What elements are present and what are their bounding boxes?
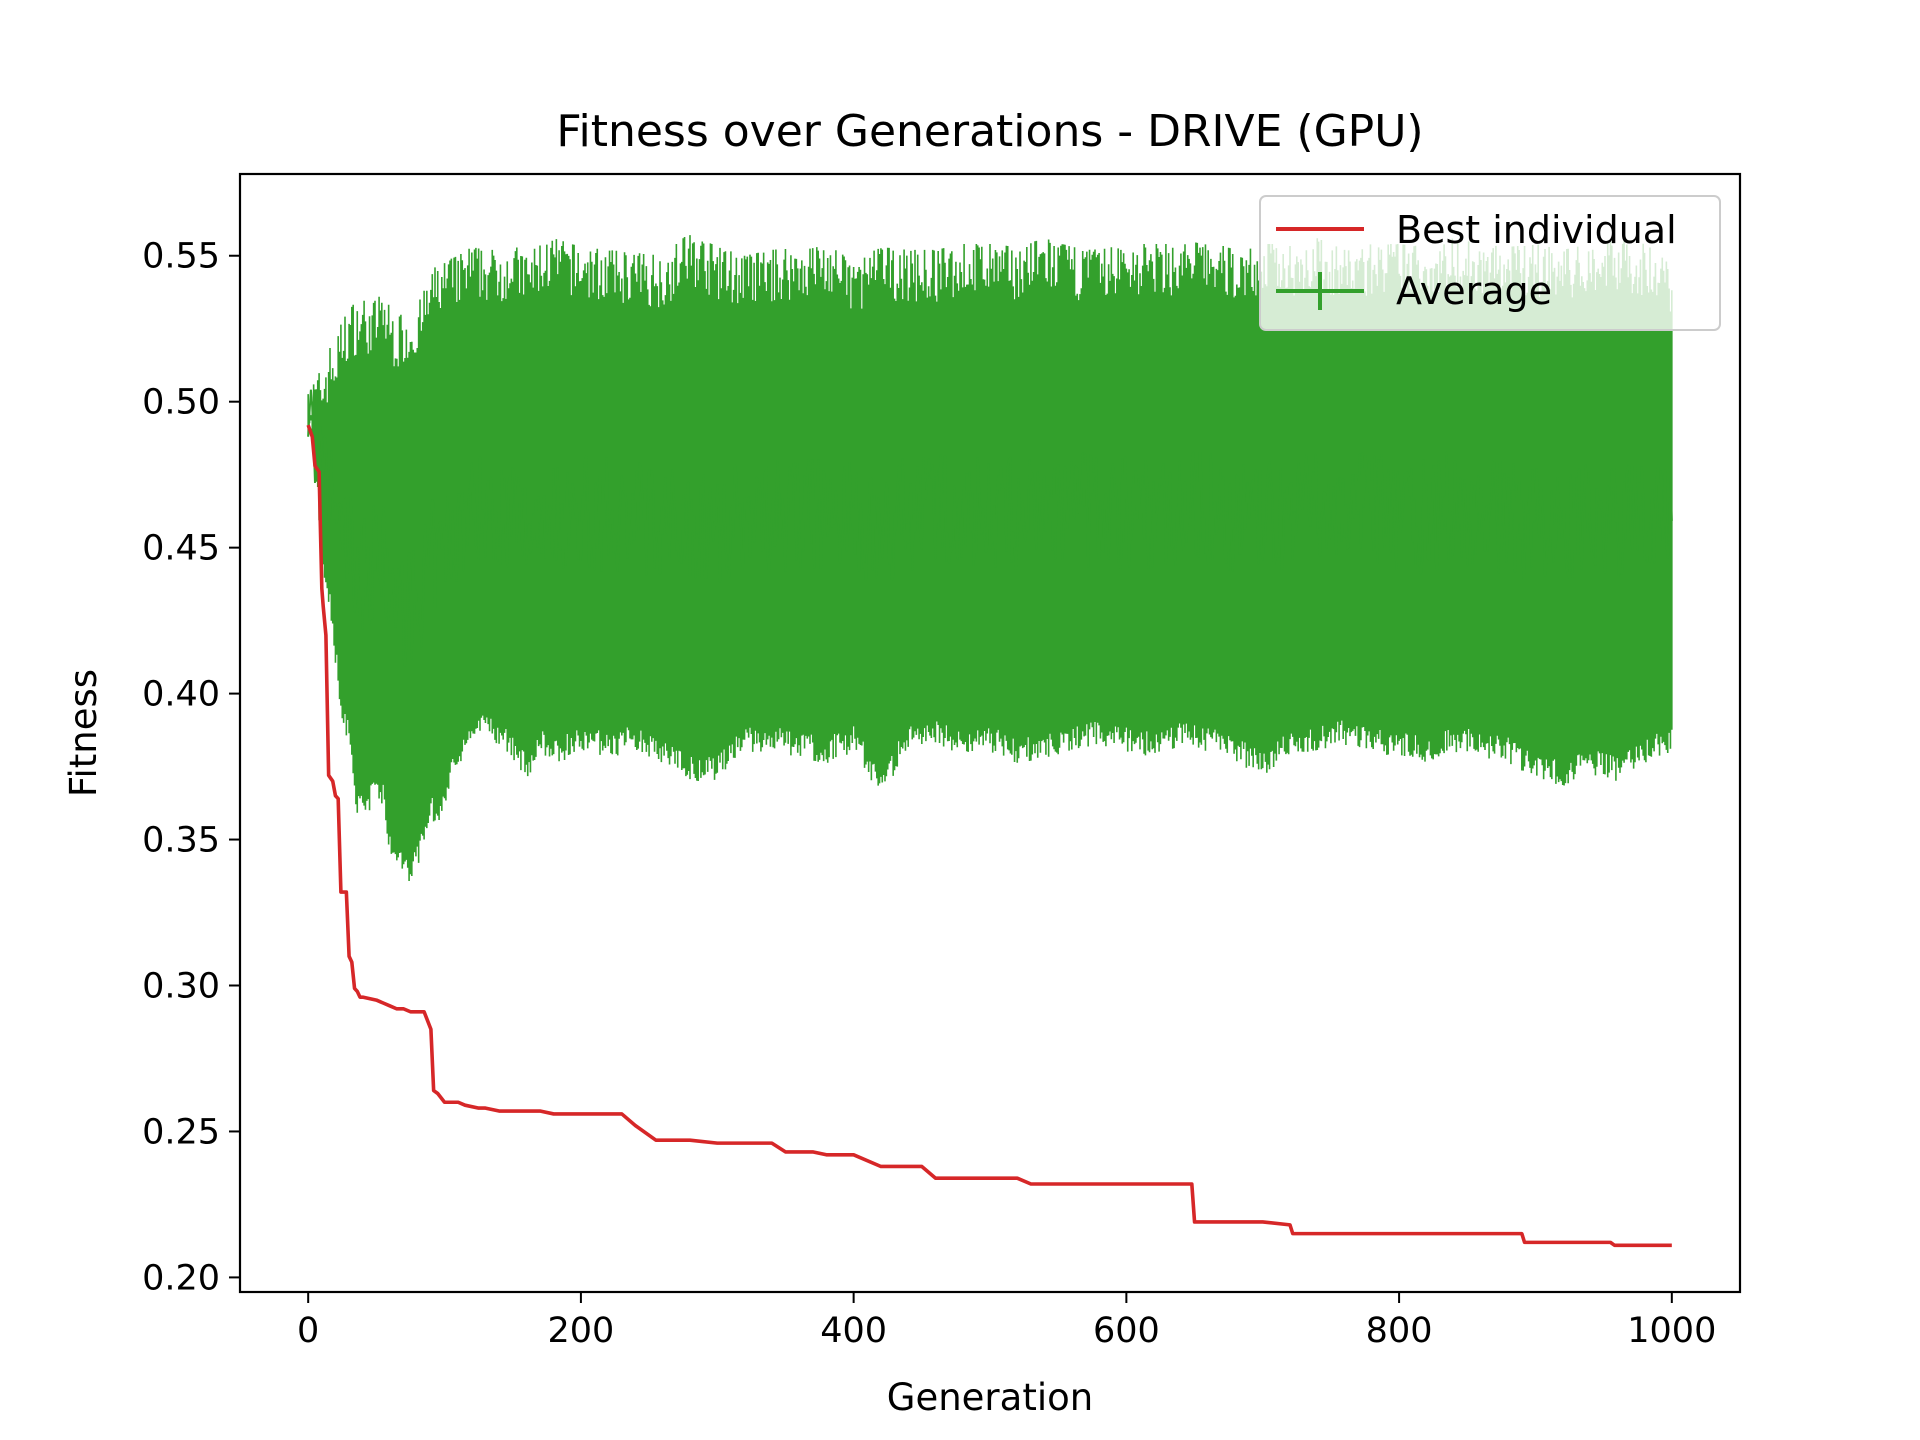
- chart-title: Fitness over Generations - DRIVE (GPU): [556, 106, 1423, 157]
- legend-label-best-individual: Best individual: [1396, 208, 1677, 252]
- y-axis: 0.20 0.25 0.30 0.35 0.40 0.45 0.50 0.55: [142, 237, 240, 1298]
- x-tick-label: 400: [820, 1311, 887, 1351]
- legend-box: [1259, 195, 1721, 331]
- legend-label-average: Average: [1396, 269, 1552, 313]
- x-axis: 0 200 400 600 800 1000: [297, 1292, 1716, 1351]
- legend: Best individual Average: [1259, 195, 1721, 331]
- x-tick-label: 0: [297, 1311, 319, 1351]
- x-tick-label: 1000: [1627, 1311, 1716, 1351]
- y-tick-label: 0.40: [142, 675, 220, 715]
- x-tick-label: 800: [1366, 1311, 1433, 1351]
- y-axis-label: Fitness: [62, 669, 105, 797]
- plot-frame: [238, 172, 1742, 1294]
- average-mean-line: [307, 389, 1673, 667]
- x-axis-label: Generation: [887, 1376, 1093, 1419]
- series-average: [307, 235, 1673, 882]
- y-tick-label: 0.55: [142, 237, 220, 277]
- series-best-individual: [306, 424, 1672, 1248]
- y-tick-label: 0.35: [142, 821, 220, 861]
- x-tick-label: 600: [1093, 1311, 1160, 1351]
- y-tick-label: 0.30: [142, 966, 220, 1006]
- y-tick-label: 0.20: [142, 1258, 220, 1298]
- best-individual-line: [306, 424, 1672, 1248]
- y-tick-label: 0.50: [142, 383, 220, 423]
- y-tick-label: 0.25: [142, 1112, 220, 1152]
- y-tick-label: 0.45: [142, 529, 220, 569]
- x-tick-label: 200: [548, 1311, 615, 1351]
